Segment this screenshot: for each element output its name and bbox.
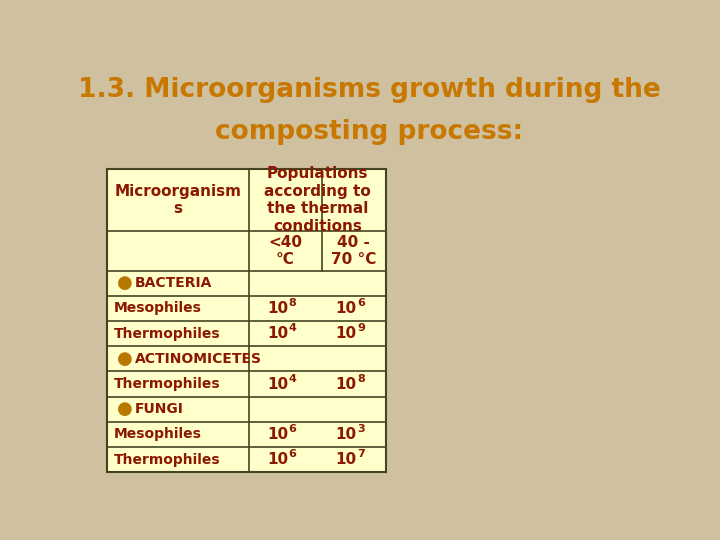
Text: Thermophiles: Thermophiles	[114, 327, 220, 341]
Text: 10: 10	[267, 376, 288, 392]
Text: ●: ●	[117, 400, 132, 418]
Text: composting process:: composting process:	[215, 119, 523, 145]
Text: 10: 10	[336, 452, 356, 467]
Text: Populations
according to
the thermal
conditions: Populations according to the thermal con…	[264, 166, 371, 233]
Text: 4: 4	[289, 374, 297, 383]
Text: 10: 10	[336, 427, 356, 442]
Text: ●: ●	[117, 274, 132, 292]
Text: 1.3. Microorganisms growth during the: 1.3. Microorganisms growth during the	[78, 77, 660, 103]
Text: 9: 9	[357, 323, 365, 333]
Text: 10: 10	[336, 376, 356, 392]
Text: 10: 10	[267, 452, 288, 467]
Text: 8: 8	[289, 298, 297, 308]
Text: <40
°C: <40 °C	[269, 235, 302, 267]
Text: 10: 10	[336, 301, 356, 316]
Text: ●: ●	[117, 350, 132, 368]
Text: 10: 10	[267, 301, 288, 316]
Text: Mesophiles: Mesophiles	[114, 428, 202, 442]
Text: Thermophiles: Thermophiles	[114, 377, 220, 391]
Text: 10: 10	[336, 326, 356, 341]
Text: 6: 6	[289, 449, 297, 459]
Text: ACTINOMICETES: ACTINOMICETES	[135, 352, 261, 366]
FancyBboxPatch shape	[107, 168, 386, 472]
Text: 7: 7	[357, 449, 365, 459]
Text: Mesophiles: Mesophiles	[114, 301, 202, 315]
Text: 3: 3	[357, 424, 364, 434]
Text: 10: 10	[267, 326, 288, 341]
Text: Microorganism
s: Microorganism s	[114, 184, 241, 216]
Text: 40 -
70 °C: 40 - 70 °C	[331, 235, 377, 267]
Text: BACTERIA: BACTERIA	[135, 276, 212, 290]
Text: FUNGI: FUNGI	[135, 402, 184, 416]
Text: 8: 8	[357, 374, 365, 383]
Text: 6: 6	[289, 424, 297, 434]
Text: 10: 10	[267, 427, 288, 442]
Text: Thermophiles: Thermophiles	[114, 453, 220, 467]
Text: 4: 4	[289, 323, 297, 333]
Text: 6: 6	[357, 298, 365, 308]
